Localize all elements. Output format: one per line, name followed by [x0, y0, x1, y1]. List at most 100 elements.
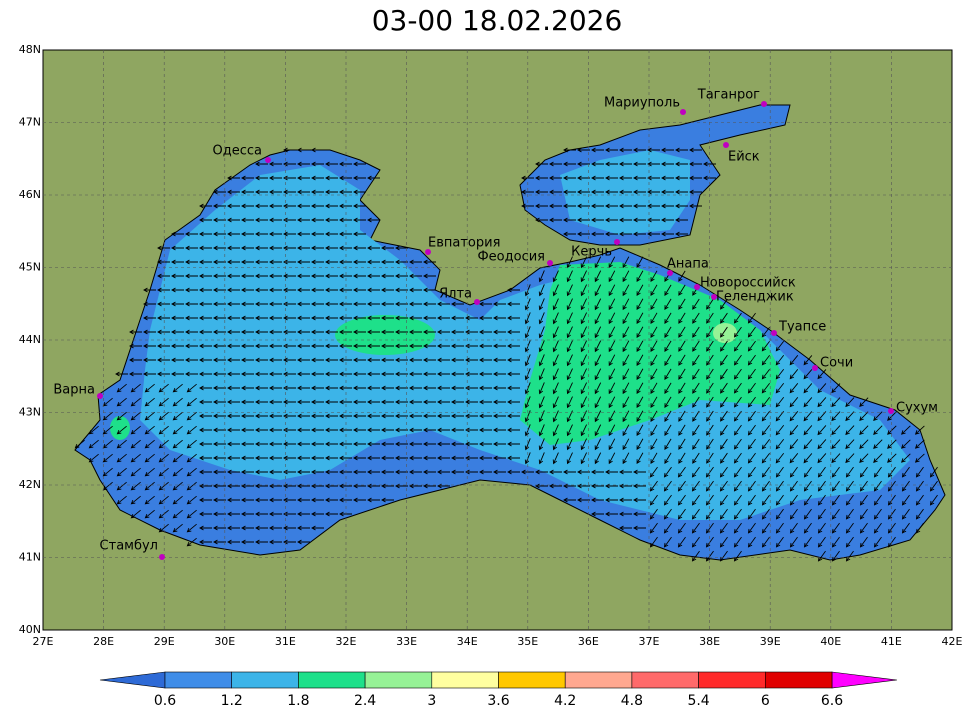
- y-tick-label: 42N: [19, 478, 41, 491]
- x-tick-label: 33E: [396, 635, 417, 648]
- wave-arrow: [297, 315, 310, 321]
- wave-arrow: [650, 326, 658, 339]
- wave-arrow: [423, 329, 436, 335]
- wave-arrow: [566, 424, 573, 437]
- wave-arrow: [185, 301, 198, 307]
- wave-arrow: [395, 329, 408, 335]
- x-tick-label: 39E: [760, 635, 781, 648]
- wave-arrow: [733, 452, 742, 464]
- wave-arrow: [311, 175, 324, 181]
- wave-arrow: [705, 550, 714, 562]
- wave-arrow: [353, 217, 366, 223]
- wave-arrow: [733, 354, 742, 366]
- wave-arrow: [283, 203, 296, 209]
- wave-arrow: [325, 399, 338, 405]
- wave-arrow: [619, 189, 632, 195]
- wave-arrow: [130, 453, 141, 463]
- wave-arrow: [775, 425, 785, 436]
- wave-arrow: [608, 452, 616, 465]
- wave-arrow: [661, 175, 674, 181]
- wave-arrow: [619, 525, 632, 531]
- wave-arrow: [619, 203, 632, 209]
- wave-arrow: [297, 161, 310, 167]
- wave-arrow: [171, 231, 184, 237]
- wave-arrow: [622, 424, 630, 437]
- wave-arrow: [538, 284, 545, 297]
- wave-arrow: [241, 301, 254, 307]
- colorbar-label: 2.4: [354, 693, 376, 709]
- wave-arrow: [353, 455, 366, 461]
- wave-arrow: [130, 397, 141, 407]
- wave-arrow: [116, 481, 127, 491]
- wave-arrow: [269, 315, 282, 321]
- wave-arrow: [144, 467, 155, 477]
- wave-arrow: [663, 508, 672, 520]
- wave-arrow: [915, 508, 924, 520]
- wave-arrow: [594, 326, 602, 339]
- wave-arrow: [733, 550, 742, 562]
- wave-arrow: [677, 494, 686, 506]
- wave-arrow: [845, 439, 855, 450]
- wave-arrow: [283, 483, 296, 489]
- city-marker: [97, 393, 103, 399]
- wave-arrow: [115, 371, 128, 377]
- wave-arrow: [747, 522, 756, 534]
- wave-arrow: [566, 284, 573, 297]
- wave-arrow: [706, 298, 714, 310]
- wave-arrow: [692, 326, 700, 338]
- wave-arrow: [789, 536, 798, 548]
- city-marker: [711, 294, 717, 300]
- wave-arrow: [185, 231, 198, 237]
- city-label: Стамбул: [100, 539, 158, 554]
- wave-arrow: [661, 231, 674, 237]
- wave-arrow: [706, 368, 714, 380]
- wave-arrow: [157, 357, 170, 363]
- colorbar-segment: [164, 671, 232, 689]
- wave-arrow: [479, 427, 492, 433]
- wave-arrow: [733, 466, 742, 478]
- wave-arrow: [636, 424, 644, 437]
- wave-arrow: [493, 427, 506, 433]
- wave-arrow: [213, 203, 226, 209]
- wave-arrow: [143, 287, 156, 293]
- wave-arrow: [311, 469, 324, 475]
- wave-arrow: [633, 231, 646, 237]
- wave-arrow: [650, 368, 658, 381]
- wave-arrow: [423, 259, 436, 265]
- wave-arrow: [538, 424, 545, 437]
- wave-arrow: [663, 480, 672, 492]
- wave-arrow: [381, 357, 394, 363]
- wave-arrow: [661, 147, 674, 153]
- wave-arrow: [241, 469, 254, 475]
- wave-arrow: [227, 385, 240, 391]
- wave-arrow: [720, 354, 728, 366]
- wave-arrow: [129, 343, 142, 349]
- wave-arrow: [650, 438, 658, 451]
- wave-arrow: [915, 466, 924, 478]
- x-tick-label: 35E: [517, 635, 538, 648]
- wave-arrow: [199, 315, 212, 321]
- wave-arrow: [859, 453, 869, 464]
- city-label: Анапа: [667, 257, 709, 272]
- wave-arrow: [269, 189, 282, 195]
- wave-arrow: [255, 189, 268, 195]
- wave-arrow: [367, 287, 380, 293]
- wave-arrow: [675, 217, 688, 223]
- wave-arrow: [649, 480, 658, 492]
- wave-arrow: [493, 399, 506, 405]
- wave-arrow: [650, 298, 658, 311]
- wave-arrow: [789, 453, 799, 464]
- wave-arrow: [552, 326, 559, 339]
- wave-arrow: [580, 326, 588, 339]
- wave-arrow: [705, 522, 714, 534]
- wave-arrow: [325, 455, 338, 461]
- wave-arrow: [775, 397, 785, 408]
- city-marker: [812, 365, 818, 371]
- wave-arrow: [636, 284, 644, 297]
- wave-arrow: [803, 397, 813, 408]
- wave-arrow: [859, 480, 868, 492]
- wave-arrow: [761, 438, 770, 450]
- wave-arrow: [311, 385, 324, 391]
- wave-arrow: [227, 315, 240, 321]
- wave-arrow: [663, 494, 672, 506]
